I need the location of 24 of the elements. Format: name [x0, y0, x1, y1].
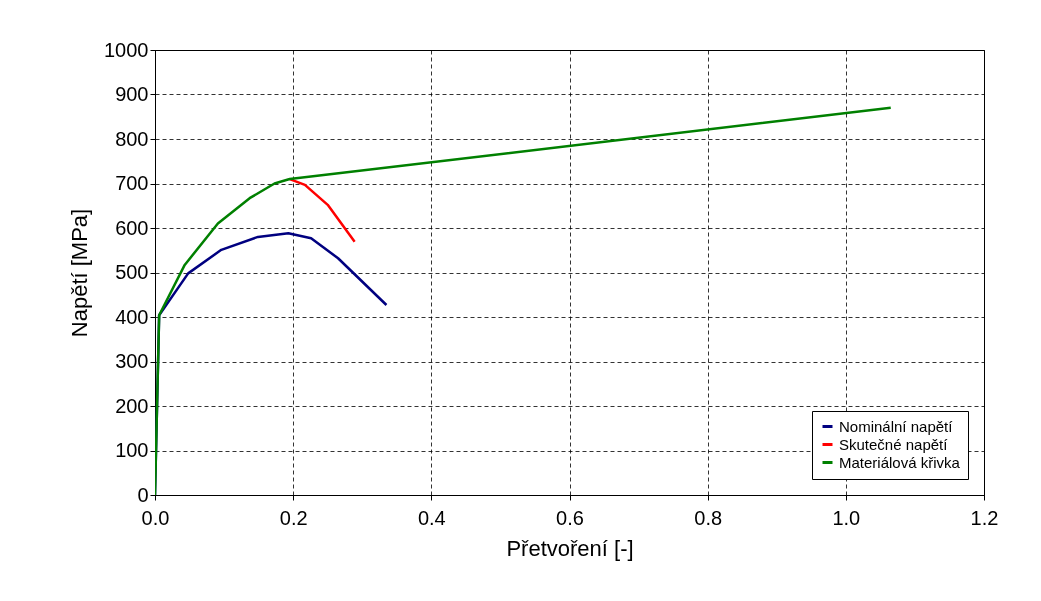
x-tick-label: 0.6 — [556, 506, 584, 529]
y-tick-label: 600 — [115, 216, 149, 239]
y-tick-label: 1000 — [104, 38, 149, 61]
y-tick-label: 500 — [115, 261, 149, 283]
legend-label: Nominální napětí — [839, 417, 954, 435]
y-tick-label: 200 — [115, 394, 149, 417]
y-tick-label: 400 — [115, 305, 149, 328]
y-tick-label: 900 — [115, 83, 149, 105]
y-axis-title: Napětí [MPa] — [67, 208, 93, 338]
y-tick-label: 0 — [137, 483, 149, 506]
x-tick-label: 1.0 — [832, 506, 861, 529]
legend-label: Skutečné napětí — [839, 435, 949, 453]
y-tick-label: 700 — [115, 172, 149, 194]
x-tick-label: 0.2 — [279, 506, 308, 529]
y-tick-label: 800 — [115, 127, 149, 150]
x-tick-label: 1.2 — [970, 506, 999, 529]
x-axis-title: Přetvoření [-] — [506, 535, 634, 561]
line-series — [288, 177, 356, 244]
x-tick-label: 0.4 — [417, 506, 446, 529]
y-tick-label: 300 — [115, 350, 149, 372]
y-tick-label: 100 — [115, 439, 149, 461]
x-tick-label: 0.0 — [141, 506, 170, 529]
x-tick-label: 0.8 — [694, 506, 723, 529]
legend-label: Materiálová křivka — [839, 453, 961, 471]
